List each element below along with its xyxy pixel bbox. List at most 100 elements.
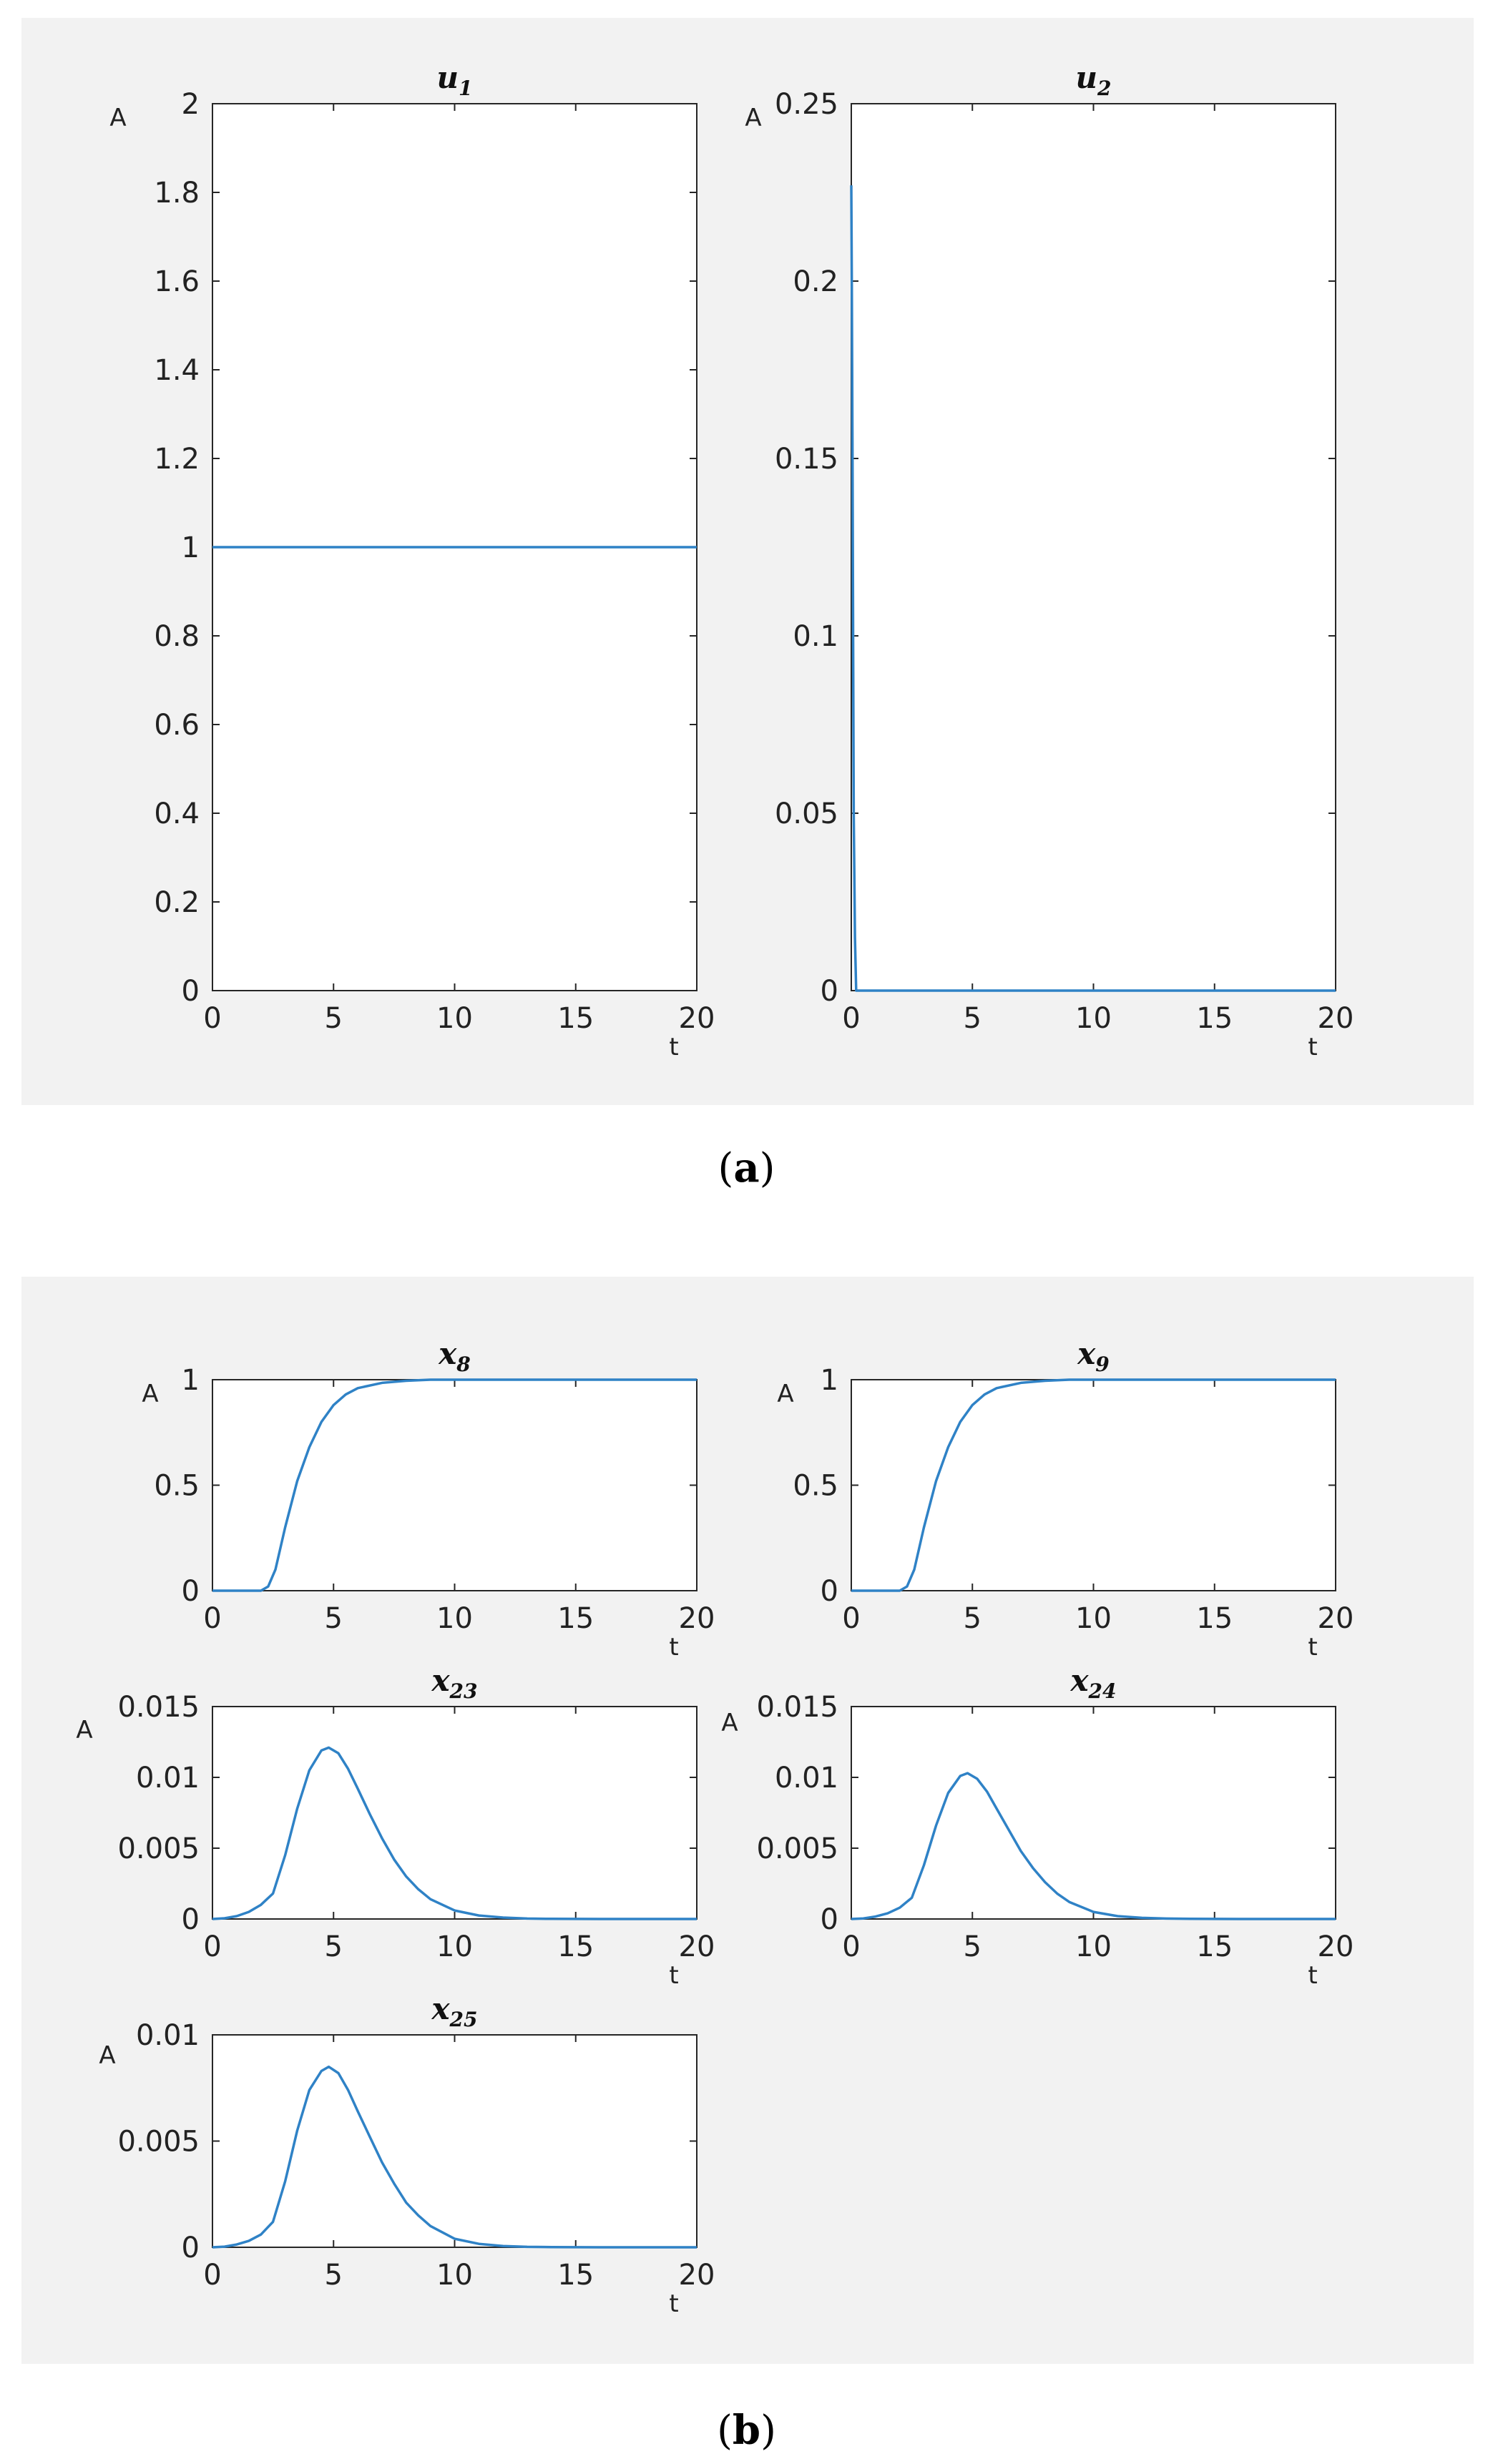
y-axis-label: A: [109, 104, 126, 132]
series-line: [212, 2065, 697, 2249]
chart-x8: 0 5 10 15 20 0 0.5 1 t Ax8: [142, 1336, 715, 1662]
y-tick-label: 0.005: [117, 1832, 200, 1865]
x-tick-label: 0: [842, 1002, 860, 1035]
x-tick-label: 15: [557, 1930, 594, 1963]
y-tick-label: 1.4: [154, 354, 200, 387]
plot-area: [212, 1379, 697, 1591]
y-axis-label: A: [99, 2041, 115, 2070]
x-axis-label: t: [1308, 1633, 1317, 1662]
y-tick-label: 0: [182, 975, 200, 1008]
x-tick-label: 15: [557, 1002, 594, 1035]
x-tick-label: 10: [436, 2259, 473, 2292]
x-tick-label: 0: [203, 1930, 221, 1963]
chart-x9: 0 5 10 15 20 0 0.5 1 t Ax9: [777, 1336, 1354, 1662]
y-tick-label: 0.01: [136, 2019, 200, 2052]
x-tick-label: 5: [964, 1002, 982, 1035]
chart-title: x24: [1069, 1663, 1116, 1703]
y-tick-label: 0.015: [117, 1691, 200, 1724]
y-axis-label: A: [76, 1716, 92, 1744]
y-tick-label: 0: [821, 1903, 838, 1936]
y-tick-label: 1: [182, 1364, 200, 1397]
x-tick-label: 15: [1196, 1002, 1233, 1035]
x-tick-label: 0: [842, 1930, 860, 1963]
y-tick-label: 0.01: [775, 1762, 838, 1795]
chart-title: u1: [436, 60, 472, 100]
chart-title: x23: [431, 1663, 477, 1703]
y-tick-label: 1.8: [154, 177, 200, 210]
y-tick-label: 1: [821, 1364, 838, 1397]
series-line: [850, 185, 1336, 992]
x-axis-label: t: [669, 1961, 678, 1990]
x-tick-label: 5: [964, 1602, 982, 1635]
x-tick-label: 20: [679, 2259, 715, 2292]
chart-title: x8: [438, 1336, 471, 1376]
plot-area: [851, 1706, 1336, 1920]
x-tick-label: 10: [436, 1930, 473, 1963]
y-axis-label: A: [745, 104, 761, 132]
plot-area: [851, 103, 1336, 991]
x-tick-label: 5: [325, 1930, 343, 1963]
y-tick-label: 0.015: [756, 1691, 838, 1724]
y-tick-label: 0.05: [775, 797, 838, 830]
x-tick-label: 15: [557, 2259, 594, 2292]
x-axis-label: t: [1308, 1033, 1317, 1061]
y-tick-label: 1.6: [154, 265, 200, 298]
y-tick-label: 0.2: [793, 265, 838, 298]
chart-title: u2: [1075, 60, 1111, 100]
plot-area: [212, 2034, 697, 2248]
x-tick-label: 15: [557, 1602, 594, 1635]
y-tick-label: 0.01: [136, 1762, 200, 1795]
x-tick-label: 20: [679, 1602, 715, 1635]
y-tick-label: 2: [182, 88, 200, 121]
y-tick-label: 1: [182, 531, 200, 564]
series-line: [212, 1378, 697, 1592]
y-tick-label: 1.2: [154, 443, 200, 476]
series-line: [851, 1772, 1336, 1920]
y-tick-label: 0.6: [154, 709, 200, 742]
chart-title: x9: [1077, 1336, 1110, 1376]
x-tick-label: 20: [1318, 1930, 1354, 1963]
y-axis-label: A: [142, 1380, 158, 1408]
y-tick-label: 0.005: [117, 2126, 200, 2159]
caption-b: (b): [717, 2407, 776, 2454]
y-tick-label: 0.25: [775, 88, 838, 121]
y-tick-label: 0: [182, 2232, 200, 2264]
x-tick-label: 10: [436, 1002, 473, 1035]
y-tick-label: 0.005: [756, 1832, 838, 1865]
x-tick-label: 20: [1318, 1002, 1354, 1035]
plot-area: [851, 1379, 1336, 1591]
plot-area: [212, 1706, 697, 1920]
x-tick-label: 20: [679, 1930, 715, 1963]
caption-a: (a): [718, 1144, 775, 1192]
x-tick-label: 15: [1196, 1930, 1233, 1963]
x-tick-label: 15: [1196, 1602, 1233, 1635]
chart-u1: 0 5 10 15 20 0 0.2 0.4 0.6 0.8 1 1.2 1.4 1.6 1.8 2 t Au1: [109, 60, 715, 1061]
y-tick-label: 0.2: [154, 886, 200, 919]
y-tick-label: 0: [182, 1575, 200, 1608]
x-tick-label: 0: [842, 1602, 860, 1635]
y-axis-label: A: [777, 1380, 793, 1408]
x-axis-label: t: [669, 1633, 678, 1662]
series-line: [851, 1378, 1336, 1592]
y-tick-label: 0: [821, 1575, 838, 1608]
x-tick-label: 0: [203, 1602, 221, 1635]
y-tick-label: 0: [182, 1903, 200, 1936]
x-tick-label: 5: [325, 1602, 343, 1635]
series-line: [212, 1746, 697, 1920]
y-tick-label: 0.5: [793, 1470, 838, 1503]
y-tick-label: 0.8: [154, 620, 200, 653]
x-axis-label: t: [669, 1033, 678, 1061]
x-tick-label: 5: [325, 2259, 343, 2292]
x-tick-label: 0: [203, 2259, 221, 2292]
y-tick-label: 0.15: [775, 443, 838, 476]
y-tick-label: 0: [821, 975, 838, 1008]
chart-u2: 0 5 10 15 20 0 0.05 0.1 0.15 0.2 0.25 t Au2: [745, 60, 1354, 1061]
x-tick-label: 10: [1075, 1930, 1112, 1963]
y-tick-label: 0.5: [154, 1470, 200, 1503]
x-tick-label: 10: [1075, 1002, 1112, 1035]
x-tick-label: 20: [679, 1002, 715, 1035]
